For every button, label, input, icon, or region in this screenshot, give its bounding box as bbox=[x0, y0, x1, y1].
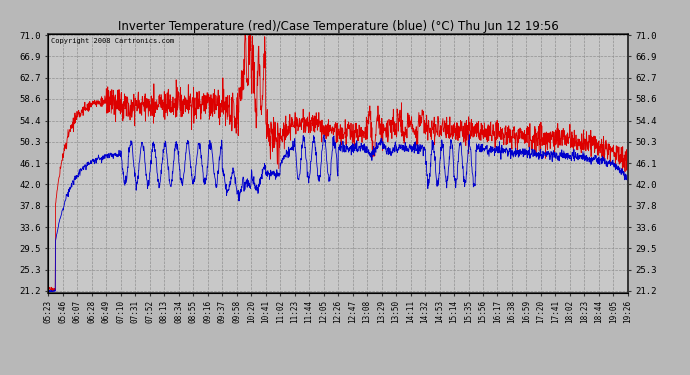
Text: Copyright 2008 Cartronics.com: Copyright 2008 Cartronics.com bbox=[51, 38, 175, 44]
Title: Inverter Temperature (red)/Case Temperature (blue) (°C) Thu Jun 12 19:56: Inverter Temperature (red)/Case Temperat… bbox=[118, 20, 558, 33]
